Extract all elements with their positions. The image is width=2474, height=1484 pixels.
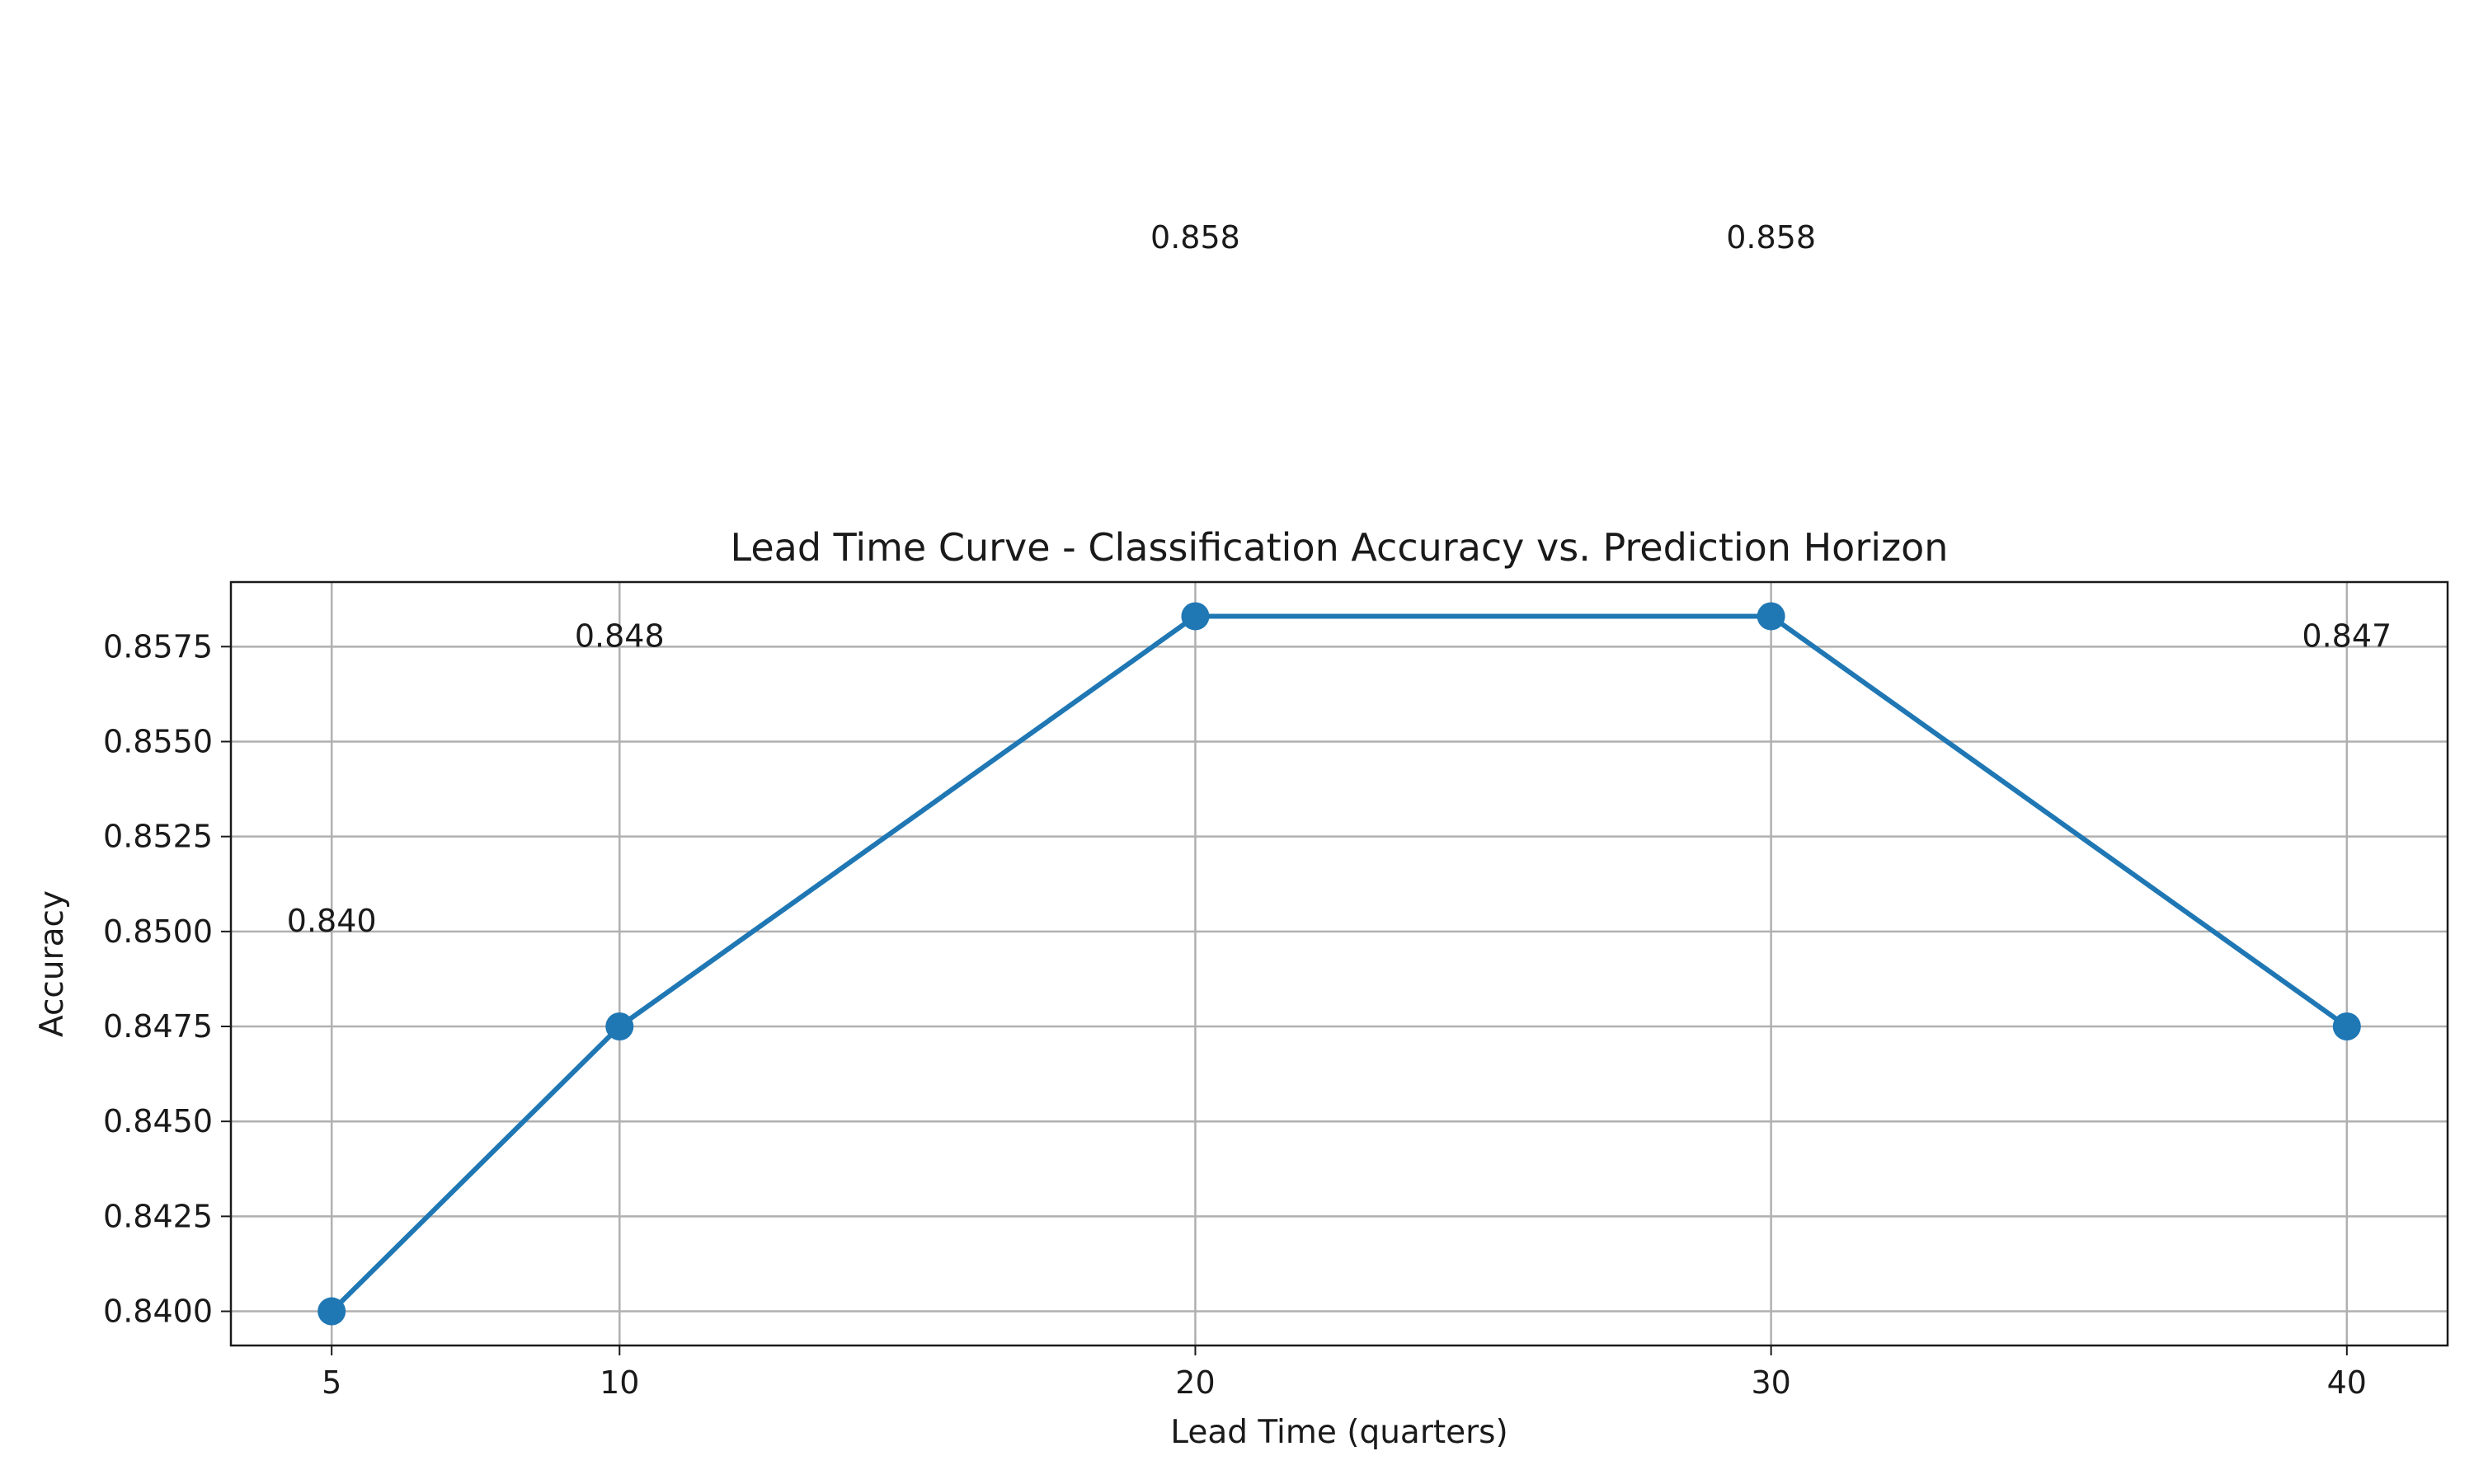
data-labels: 0.840 0.848 0.858 0.858 0.847	[287, 219, 2392, 939]
data-label: 0.848	[575, 618, 665, 654]
data-label: 0.858	[1150, 219, 1240, 256]
y-tick-label: 0.8450	[103, 1103, 213, 1139]
y-tick-label: 0.8550	[103, 723, 213, 759]
x-tick-label: 20	[1175, 1364, 1215, 1401]
data-point	[605, 1012, 634, 1041]
y-tick-label: 0.8475	[103, 1008, 213, 1045]
data-label: 0.847	[2302, 618, 2392, 654]
x-tick-label: 40	[2327, 1364, 2367, 1401]
y-tick-label: 0.8500	[103, 913, 213, 950]
x-axis-label: Lead Time (quarters)	[1170, 1414, 1507, 1451]
series-layer	[317, 602, 2361, 1326]
data-point	[2332, 1012, 2361, 1041]
data-point	[317, 1297, 346, 1326]
plot-area-frame	[229, 580, 2449, 1347]
axis-ticks: 5 10 20 30 40 0.8400 0.8425 0.8450 0.8475 0.8500 0…	[103, 628, 2367, 1401]
chart-title: Lead Time Curve - Classification Accurac…	[731, 525, 1949, 570]
y-tick-label: 0.8425	[103, 1198, 213, 1234]
data-point	[1757, 602, 1785, 631]
x-tick-label: 5	[322, 1364, 341, 1401]
x-tick-label: 10	[600, 1364, 639, 1401]
x-tick-label: 30	[1751, 1364, 1790, 1401]
y-axis-label: Accuracy	[34, 890, 71, 1037]
data-label: 0.858	[1726, 219, 1816, 256]
data-point	[1181, 602, 1210, 631]
series-line	[330, 613, 2349, 1313]
y-tick-label: 0.8525	[103, 819, 213, 855]
y-tick-label: 0.8575	[103, 628, 213, 665]
data-label: 0.840	[287, 903, 377, 939]
y-tick-label: 0.8400	[103, 1294, 213, 1330]
grid-lines	[231, 582, 2448, 1345]
